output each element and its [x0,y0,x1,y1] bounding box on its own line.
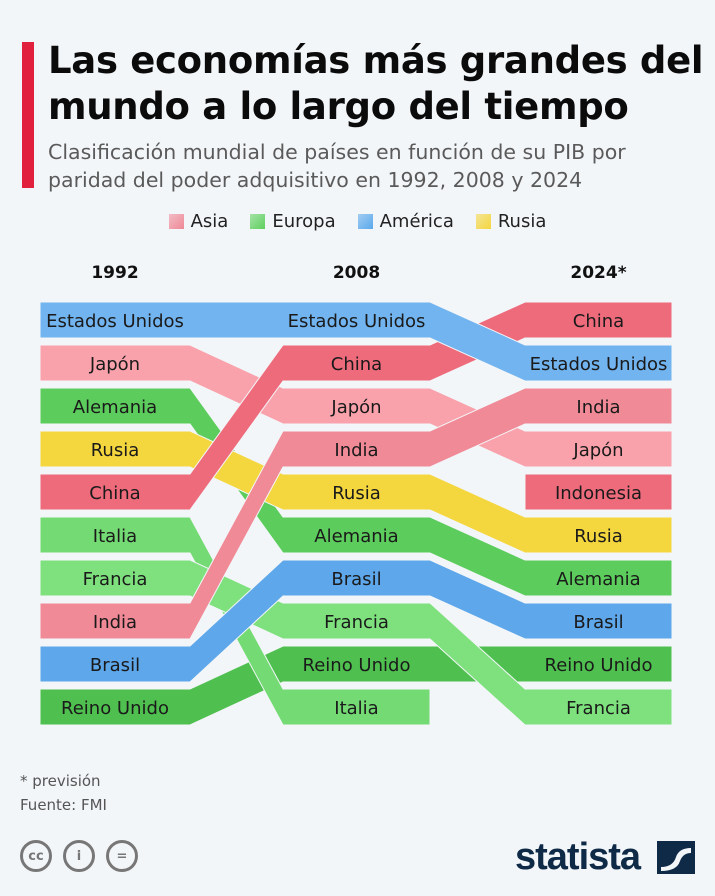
rank-label: Rusia [574,526,623,547]
ribbon-reino-unido [39,645,673,726]
rank-label: Alemania [314,526,398,547]
source: Fuente: FMI [20,796,107,814]
rank-label: China [89,483,140,504]
legend-swatch [357,214,373,229]
rank-label: Estados Unidos [288,311,426,332]
rank-label: Brasil [573,612,623,633]
rank-label: Japón [572,440,623,461]
accent-bar [22,42,34,188]
ribbon-china [39,301,673,511]
ribbon-francia [39,559,673,726]
statista-logo-icon [657,841,695,874]
rank-label: Italia [93,526,137,547]
year-header: 1992 [91,263,139,283]
legend-swatch [250,214,266,229]
legend-item: Europa [250,211,336,232]
rank-label: Rusia [332,483,381,504]
rank-label: India [93,612,137,633]
rank-label: Brasil [90,655,140,676]
legend-label: Europa [272,211,336,232]
statista-logo: statista [515,836,641,878]
legend-item: Asia [168,211,229,232]
bump-chart: Estados Unidos Japón Alemania Rusia China Ita… [39,301,673,726]
legend-swatch [168,214,184,229]
rank-label: Reino Unido [61,698,169,719]
page-title: Las economías más grandes del mundo a lo… [48,39,704,128]
rank-label: Brasil [331,569,381,590]
rank-label: Francia [324,612,389,633]
rank-label: Estados Unidos [46,311,184,332]
rank-label: Italia [334,698,378,719]
rank-label: Reino Unido [545,655,653,676]
rank-label: Alemania [556,569,640,590]
year-header: 2008 [332,263,381,283]
legend: Asia Europa América Rusia [0,211,715,232]
footnote: * previsión [20,772,101,790]
ribbon-estados-unidos [39,301,673,382]
rank-label: Francia [83,569,148,590]
rank-label: Japón [330,397,381,418]
noderivs-icon: = [106,840,138,872]
rank-label: India [576,397,620,418]
page-subtitle: Clasificación mundial de países en funci… [48,140,626,192]
rank-label: Japón [89,354,140,375]
ribbon-brasil [39,559,673,683]
rank-label: Alemania [73,397,157,418]
ribbon-indonesia [524,473,673,511]
rank-label: India [334,440,378,461]
rank-label: China [573,311,624,332]
legend-label: América [379,211,454,232]
rank-label: China [331,354,382,375]
ribbon-alemania [39,387,673,597]
attribution-icon: i [63,840,95,872]
ribbon-rusia [39,430,673,554]
legend-item: América [357,211,454,232]
rank-label: Estados Unidos [530,354,668,375]
rank-label: Francia [566,698,631,719]
legend-label: Rusia [497,211,547,232]
ribbon-india [39,387,673,640]
cc-icon: cc [20,840,52,872]
legend-item: Rusia [475,211,547,232]
rank-label: Reino Unido [303,655,411,676]
ribbon-japón [39,344,673,468]
legend-label: Asia [190,211,229,232]
year-header: 2024* [570,263,627,283]
legend-swatch [475,214,491,229]
rank-label: Rusia [91,440,140,461]
rank-label: Indonesia [555,483,642,504]
